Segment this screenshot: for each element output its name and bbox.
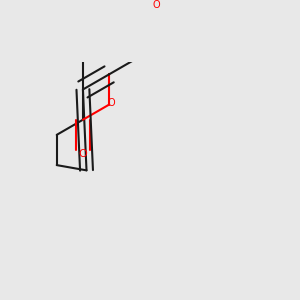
- Text: O: O: [79, 149, 87, 159]
- Text: O: O: [152, 0, 160, 10]
- Text: O: O: [107, 98, 115, 108]
